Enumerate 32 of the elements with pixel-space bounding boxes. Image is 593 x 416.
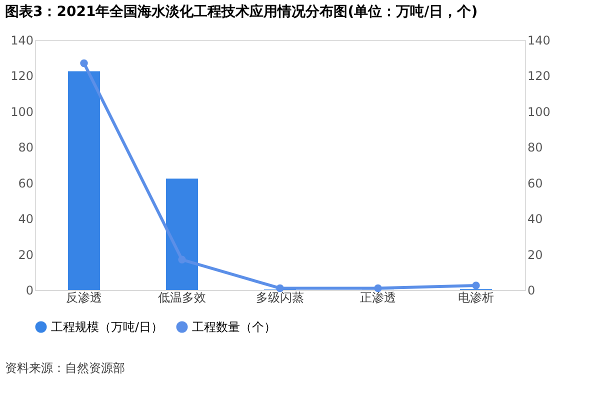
x-tick-label: 电渗析 bbox=[458, 290, 494, 304]
y2-tick-label: 140 bbox=[528, 34, 550, 48]
point bbox=[178, 256, 186, 264]
y2-tick-label: 40 bbox=[528, 212, 543, 226]
y2-tick-label: 120 bbox=[528, 69, 550, 84]
point bbox=[374, 284, 382, 292]
chart-title: 图表3：2021年全国海水淡化工程技术应用情况分布图(单位：万吨/日，个) bbox=[5, 3, 478, 20]
point bbox=[472, 282, 480, 290]
legend-label: 工程数量（个） bbox=[192, 320, 276, 334]
y-tick-label: 80 bbox=[18, 140, 34, 155]
y-tick-label: 0 bbox=[26, 284, 34, 298]
y2-tick-label: 100 bbox=[528, 104, 550, 119]
y-tick-label: 20 bbox=[18, 248, 34, 262]
legend-label: 工程规模（万吨/日） bbox=[51, 320, 164, 334]
y2-tick-label: 20 bbox=[528, 248, 543, 262]
bar bbox=[166, 178, 198, 290]
y2-tick-label: 80 bbox=[528, 140, 543, 155]
y-tick-label: 120 bbox=[10, 69, 34, 84]
point bbox=[80, 59, 88, 68]
bar bbox=[68, 71, 100, 290]
y2-tick-label: 60 bbox=[528, 176, 543, 190]
y-tick-label: 40 bbox=[18, 212, 34, 226]
y-tick-label: 140 bbox=[10, 34, 34, 48]
x-tick-label: 多级闪蒸 bbox=[256, 290, 304, 304]
text: 资料来源：自然资源部 bbox=[5, 361, 125, 375]
x-tick-label: 低温多效 bbox=[158, 290, 206, 304]
x-tick-label: 反渗透 bbox=[66, 290, 102, 304]
point bbox=[276, 284, 284, 292]
y-tick-label: 100 bbox=[10, 104, 34, 119]
x-tick-label: 正渗透 bbox=[360, 290, 396, 304]
y-tick-label: 60 bbox=[18, 176, 34, 190]
y2-tick-label: 0 bbox=[528, 284, 536, 298]
